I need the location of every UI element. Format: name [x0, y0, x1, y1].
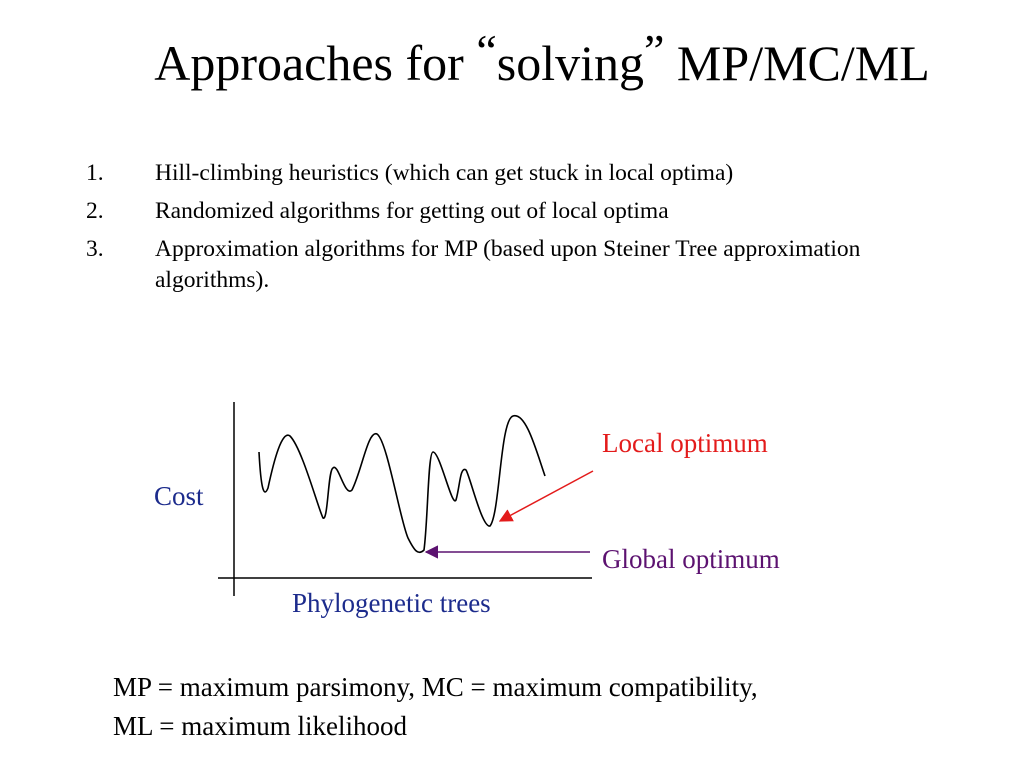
list-item-text: Approximation algorithms for MP (based u…	[155, 236, 861, 293]
title-after: MP/MC/ML	[664, 35, 930, 91]
approaches-list: 1. Hill-climbing heuristics (which can g…	[86, 158, 886, 303]
list-item-text: Hill-climbing heuristics (which can get …	[155, 160, 734, 186]
title-word: solving	[496, 35, 644, 91]
list-item: 2. Randomized algorithms for getting out…	[86, 196, 886, 227]
local-optimum-label: Local optimum	[602, 428, 768, 458]
cost-curve	[258, 415, 546, 554]
footnote-line: ML = maximum likelihood	[113, 711, 407, 741]
title-open-quote: “	[476, 25, 497, 76]
slide-title: Approaches for “solving” MP/MC/ML	[0, 28, 1024, 91]
list-item-number: 2.	[86, 198, 104, 224]
abbreviation-footnote: MP = maximum parsimony, MC = maximum com…	[113, 668, 758, 746]
footnote-line: MP = maximum parsimony, MC = maximum com…	[113, 672, 758, 702]
list-item-text: Randomized algorithms for getting out of…	[155, 198, 669, 224]
list-item: 3. Approximation algorithms for MP (base…	[86, 234, 886, 296]
y-axis-label: Cost	[154, 481, 204, 511]
list-item-number: 1.	[86, 160, 104, 186]
x-axis-label: Phylogenetic trees	[292, 588, 491, 618]
list-item-number: 3.	[86, 236, 104, 262]
local-optimum-arrow	[498, 470, 594, 522]
title-before: Approaches for	[154, 35, 477, 91]
list-item: 1. Hill-climbing heuristics (which can g…	[86, 158, 886, 189]
title-close-quote: ”	[644, 25, 665, 76]
global-optimum-label: Global optimum	[602, 544, 780, 574]
